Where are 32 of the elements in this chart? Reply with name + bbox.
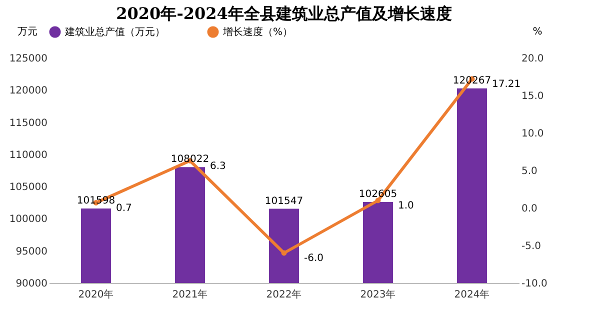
y-tick-label: 90000 bbox=[16, 278, 48, 290]
chart-title: 2020年-2024年全县建筑业总产值及增长速度 bbox=[116, 4, 452, 23]
data-label: 0.7 bbox=[116, 202, 132, 214]
y2-axis-title: % bbox=[532, 26, 542, 38]
y-tick-label: 115000 bbox=[9, 118, 48, 129]
legend-label: 增长速度（%） bbox=[222, 26, 293, 38]
y2-tick-label: -10.0 bbox=[522, 278, 548, 290]
data-label: 1.0 bbox=[398, 200, 414, 212]
data-label: -6.0 bbox=[304, 253, 324, 264]
y2-tick-label: 10.0 bbox=[522, 128, 544, 140]
y2-tick-label: -5.0 bbox=[522, 241, 542, 252]
y-tick-label: 105000 bbox=[9, 182, 48, 194]
x-tick-label: 2020年 bbox=[78, 288, 114, 300]
y-tick-label: 120000 bbox=[9, 86, 48, 97]
y-tick-label: 95000 bbox=[16, 246, 48, 258]
x-tick-label: 2022年 bbox=[266, 288, 302, 300]
x-tick-label: 2024年 bbox=[454, 288, 490, 300]
legend-label: 建筑业总产值（万元） bbox=[64, 26, 165, 38]
y-axis-title: 万元 bbox=[18, 26, 38, 38]
data-label: 6.3 bbox=[210, 160, 226, 172]
y2-tick-label: 5.0 bbox=[522, 166, 538, 177]
y2-tick-label: 0.0 bbox=[522, 204, 538, 214]
x-tick-label: 2021年 bbox=[172, 288, 208, 300]
y-tick-label: 110000 bbox=[9, 150, 48, 161]
y-tick-label: 100000 bbox=[9, 214, 48, 226]
data-label: 101547 bbox=[264, 196, 304, 207]
x-tick-label: 2023年 bbox=[360, 288, 396, 300]
y2-tick-label: 15.0 bbox=[522, 91, 544, 102]
y-tick-label: 125000 bbox=[9, 54, 48, 64]
y2-tick-label: 20.0 bbox=[522, 54, 544, 64]
point bbox=[281, 250, 287, 256]
data-label: 17.21 bbox=[492, 78, 521, 90]
